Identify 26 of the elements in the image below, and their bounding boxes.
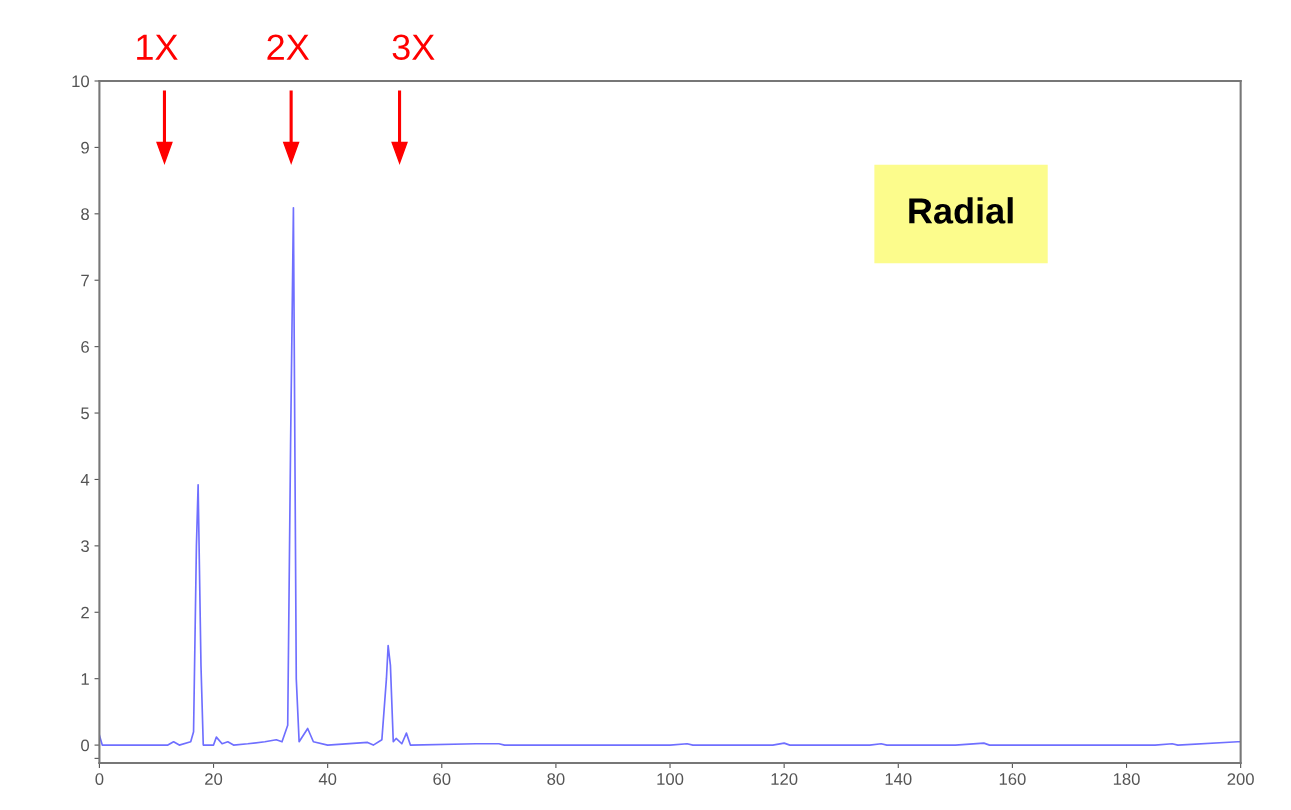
text: 2X [267,34,310,60]
y-tick-label: 8 [81,208,89,221]
y-tick-label: 0 [81,739,90,752]
x-tick-label: 80 [547,773,565,785]
x-tick-label: 0 [95,773,104,785]
x-tick-label: 180 [1113,773,1140,785]
y-tick-label: 6 [81,341,89,353]
y-tick-label: 10 [72,75,90,88]
text: 3X [392,34,435,60]
x-tick-label: 160 [999,773,1026,785]
x-tick-label: 120 [771,773,798,785]
x-tick-label: 100 [657,773,684,785]
y-tick-label: 2 [81,606,89,619]
y-tick-label: 9 [81,141,89,154]
x-tick-label: 200 [1227,773,1254,785]
y-tick-label: 5 [81,407,89,420]
x-tick-label: 20 [205,773,223,785]
y-tick-label: 1 [81,673,89,685]
y-tick-label: 4 [80,474,90,486]
y-tick-label: 3 [81,540,89,553]
annotation: Radial [909,197,1013,224]
y-tick-label: 7 [81,274,89,287]
x-tick-label: 60 [433,773,451,785]
text: 1X [137,34,178,60]
x-tick-label: 140 [885,773,912,785]
x-tick-label: 40 [318,773,337,785]
